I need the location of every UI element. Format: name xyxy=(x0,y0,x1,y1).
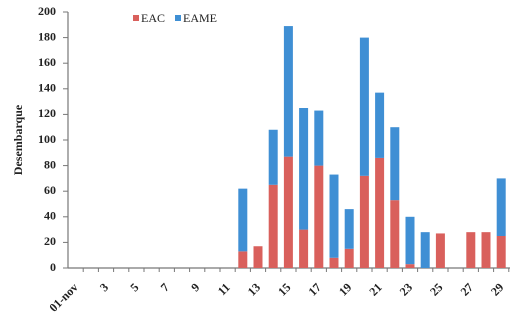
bar-segment xyxy=(375,92,385,158)
legend-label: EAME xyxy=(183,11,217,25)
y-tick-label: 80 xyxy=(44,157,56,171)
bar-segment xyxy=(283,156,293,268)
y-tick-label: 60 xyxy=(44,183,56,197)
bar-segment xyxy=(496,178,506,236)
bar-segment xyxy=(238,251,248,268)
bar-segment xyxy=(466,232,476,268)
y-tick-label: 40 xyxy=(44,209,56,223)
x-tick-label: 21 xyxy=(366,280,384,298)
x-tick-label: 15 xyxy=(275,280,293,298)
x-tick-label: 23 xyxy=(397,280,415,298)
bar-segment xyxy=(314,110,324,166)
bar-segment xyxy=(344,209,354,249)
y-tick-label: 180 xyxy=(38,29,56,43)
bar-segment xyxy=(435,233,445,268)
x-tick-label: 01-nov xyxy=(46,280,80,314)
y-tick-label: 20 xyxy=(44,234,56,248)
x-tick-label: 13 xyxy=(245,280,263,298)
bar-segment xyxy=(420,232,430,268)
legend-label: EAC xyxy=(141,11,165,25)
y-axis-label: Desembarque xyxy=(11,104,25,175)
bar-segment xyxy=(344,248,354,268)
y-tick-label: 0 xyxy=(50,260,56,274)
y-tick-label: 160 xyxy=(38,55,56,69)
x-tick-label: 25 xyxy=(427,280,445,298)
x-tick-label: 3 xyxy=(97,280,111,294)
x-tick-label: 29 xyxy=(488,280,506,298)
y-tick-label: 120 xyxy=(38,106,56,120)
bar-segment xyxy=(390,127,400,201)
x-tick-label: 5 xyxy=(127,280,141,294)
bar-segment xyxy=(359,175,369,268)
bar-segment xyxy=(329,257,339,268)
bar-segment xyxy=(496,236,506,268)
bar-segment xyxy=(481,232,491,268)
bar-segment xyxy=(329,174,339,258)
bar-segment xyxy=(253,246,263,268)
bar-segment xyxy=(268,184,278,268)
bar-segment xyxy=(268,129,278,185)
x-tick-label: 17 xyxy=(306,280,324,298)
bar-segment xyxy=(405,264,415,268)
bar-segment xyxy=(238,188,248,252)
y-tick-label: 200 xyxy=(38,4,56,18)
bar-segment xyxy=(283,26,293,157)
y-tick-label: 140 xyxy=(38,81,56,95)
bar-segment xyxy=(314,165,324,268)
legend-swatch xyxy=(133,15,139,21)
x-tick-label: 11 xyxy=(215,280,233,298)
bar-segment xyxy=(299,108,309,230)
x-tick-label: 9 xyxy=(188,280,202,294)
bar-segment xyxy=(299,229,309,268)
bar-segment xyxy=(375,157,385,268)
x-tick-label: 7 xyxy=(158,280,172,294)
x-tick-label: 27 xyxy=(458,280,476,298)
legend-swatch xyxy=(175,15,181,21)
bar-segment xyxy=(359,37,369,176)
y-tick-label: 100 xyxy=(38,132,56,146)
x-tick-label: 19 xyxy=(336,280,354,298)
bar-segment xyxy=(405,216,415,265)
bar-segment xyxy=(390,200,400,268)
